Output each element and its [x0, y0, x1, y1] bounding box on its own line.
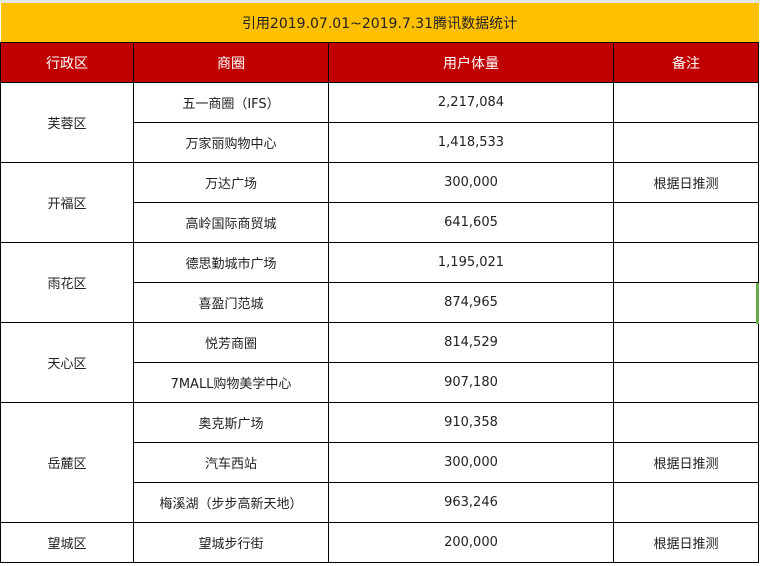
users-cell[interactable]: 1,418,533 — [328, 122, 614, 163]
note-cell[interactable]: 根据日推测 — [612, 522, 760, 563]
table-row: 万家丽购物中心 1,418,533 — [1, 122, 760, 163]
district-cell[interactable]: 开福区 — [0, 162, 134, 243]
district-cell[interactable]: 望城区 — [0, 522, 134, 563]
note-cell[interactable] — [612, 362, 760, 403]
note-cell[interactable] — [612, 402, 760, 443]
table-row: 7MALL购物美学中心 907,180 — [1, 362, 760, 403]
users-cell[interactable]: 963,246 — [328, 482, 614, 523]
area-cell[interactable]: 望城步行街 — [133, 522, 329, 563]
note-cell[interactable] — [612, 82, 760, 123]
area-cell[interactable]: 五一商圈（IFS） — [133, 82, 329, 123]
area-cell[interactable]: 奥克斯广场 — [133, 402, 329, 443]
table-row: 高岭国际商贸城 641,605 — [1, 202, 760, 243]
users-cell[interactable]: 300,000 — [328, 162, 614, 203]
cell-selection-indicator — [756, 283, 759, 324]
area-cell[interactable]: 悦芳商圈 — [133, 322, 329, 363]
area-cell[interactable]: 万达广场 — [133, 162, 329, 203]
area-cell[interactable]: 德思勤城市广场 — [133, 242, 329, 283]
header-users[interactable]: 用户体量 — [328, 42, 614, 83]
users-cell[interactable]: 814,529 — [328, 322, 614, 363]
note-cell[interactable] — [612, 122, 760, 163]
table-row: 梅溪湖（步步高新天地） 963,246 — [1, 482, 760, 523]
title-row: 引用2019.07.01~2019.7.31腾讯数据统计 — [0, 3, 759, 43]
header-area[interactable]: 商圈 — [133, 42, 329, 83]
note-cell[interactable] — [612, 242, 760, 283]
header-district[interactable]: 行政区 — [0, 42, 134, 83]
table-row: 开福区 万达广场 300,000 根据日推测 — [0, 162, 760, 243]
area-cell[interactable]: 汽车西站 — [133, 442, 329, 483]
district-cell[interactable]: 芙蓉区 — [0, 82, 134, 163]
users-cell[interactable]: 874,965 — [328, 282, 614, 323]
table-row: 雨花区 德思勤城市广场 1,195,021 — [0, 242, 760, 323]
header-row: 行政区 商圈 用户体量 备注 — [0, 42, 760, 83]
header-note[interactable]: 备注 — [612, 42, 760, 83]
users-cell[interactable]: 200,000 — [328, 522, 614, 563]
note-cell[interactable] — [612, 202, 760, 243]
district-cell[interactable]: 岳麓区 — [0, 402, 134, 523]
users-cell[interactable]: 910,358 — [328, 402, 614, 443]
table-row: 岳麓区 奥克斯广场 910,358 — [0, 402, 760, 523]
users-cell[interactable]: 641,605 — [328, 202, 614, 243]
note-cell[interactable] — [612, 282, 760, 323]
table-row: 望城区 望城步行街 200,000 根据日推测 — [0, 522, 760, 563]
table-row: 喜盈门范城 874,965 — [1, 282, 760, 323]
area-cell[interactable]: 高岭国际商贸城 — [133, 202, 329, 243]
area-cell[interactable]: 梅溪湖（步步高新天地） — [133, 482, 329, 523]
district-cell[interactable]: 天心区 — [0, 322, 134, 403]
area-cell[interactable]: 7MALL购物美学中心 — [133, 362, 329, 403]
district-cell[interactable]: 雨花区 — [0, 242, 134, 323]
table-row: 芙蓉区 五一商圈（IFS） 2,217,084 — [0, 82, 760, 163]
note-cell[interactable]: 根据日推测 — [612, 162, 760, 203]
users-cell[interactable]: 907,180 — [328, 362, 614, 403]
area-cell[interactable]: 喜盈门范城 — [133, 282, 329, 323]
table-title[interactable]: 引用2019.07.01~2019.7.31腾讯数据统计 — [0, 3, 759, 43]
note-cell[interactable] — [612, 322, 760, 363]
note-cell[interactable]: 根据日推测 — [612, 442, 760, 483]
users-cell[interactable]: 300,000 — [328, 442, 614, 483]
area-cell[interactable]: 万家丽购物中心 — [133, 122, 329, 163]
note-cell[interactable] — [612, 482, 760, 523]
users-cell[interactable]: 2,217,084 — [328, 82, 614, 123]
table-row: 天心区 悦芳商圈 814,529 — [0, 322, 760, 403]
sheet-gridline-strip — [0, 0, 760, 3]
users-cell[interactable]: 1,195,021 — [328, 242, 614, 283]
data-table: 引用2019.07.01~2019.7.31腾讯数据统计 行政区 商圈 用户体量… — [0, 3, 760, 563]
